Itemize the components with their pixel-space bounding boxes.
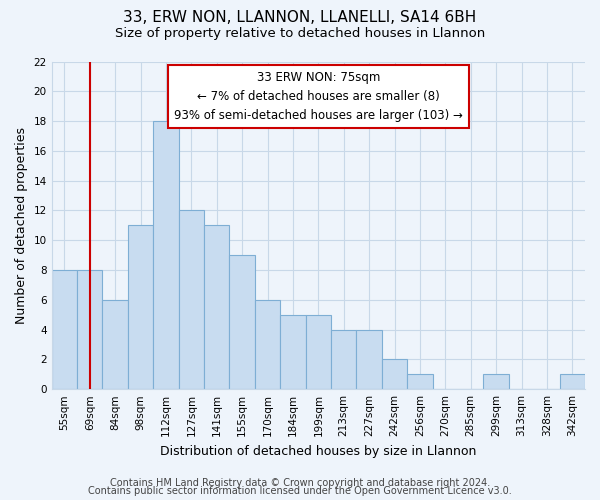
Text: 33 ERW NON: 75sqm
← 7% of detached houses are smaller (8)
93% of semi-detached h: 33 ERW NON: 75sqm ← 7% of detached house…	[174, 72, 463, 122]
Bar	[229, 255, 255, 389]
Text: 33, ERW NON, LLANNON, LLANELLI, SA14 6BH: 33, ERW NON, LLANNON, LLANELLI, SA14 6BH	[124, 10, 476, 25]
Text: Size of property relative to detached houses in Llannon: Size of property relative to detached ho…	[115, 28, 485, 40]
Bar	[204, 226, 229, 389]
Bar	[255, 300, 280, 389]
Bar	[305, 314, 331, 389]
Bar	[52, 270, 77, 389]
Bar	[356, 330, 382, 389]
Bar	[128, 226, 153, 389]
Bar	[382, 360, 407, 389]
Bar	[407, 374, 433, 389]
Y-axis label: Number of detached properties: Number of detached properties	[15, 127, 28, 324]
Bar	[77, 270, 103, 389]
X-axis label: Distribution of detached houses by size in Llannon: Distribution of detached houses by size …	[160, 444, 476, 458]
Bar	[560, 374, 585, 389]
Text: Contains HM Land Registry data © Crown copyright and database right 2024.: Contains HM Land Registry data © Crown c…	[110, 478, 490, 488]
Bar	[331, 330, 356, 389]
Bar	[153, 121, 179, 389]
Bar	[484, 374, 509, 389]
Bar	[179, 210, 204, 389]
Bar	[280, 314, 305, 389]
Bar	[103, 300, 128, 389]
Text: Contains public sector information licensed under the Open Government Licence v3: Contains public sector information licen…	[88, 486, 512, 496]
